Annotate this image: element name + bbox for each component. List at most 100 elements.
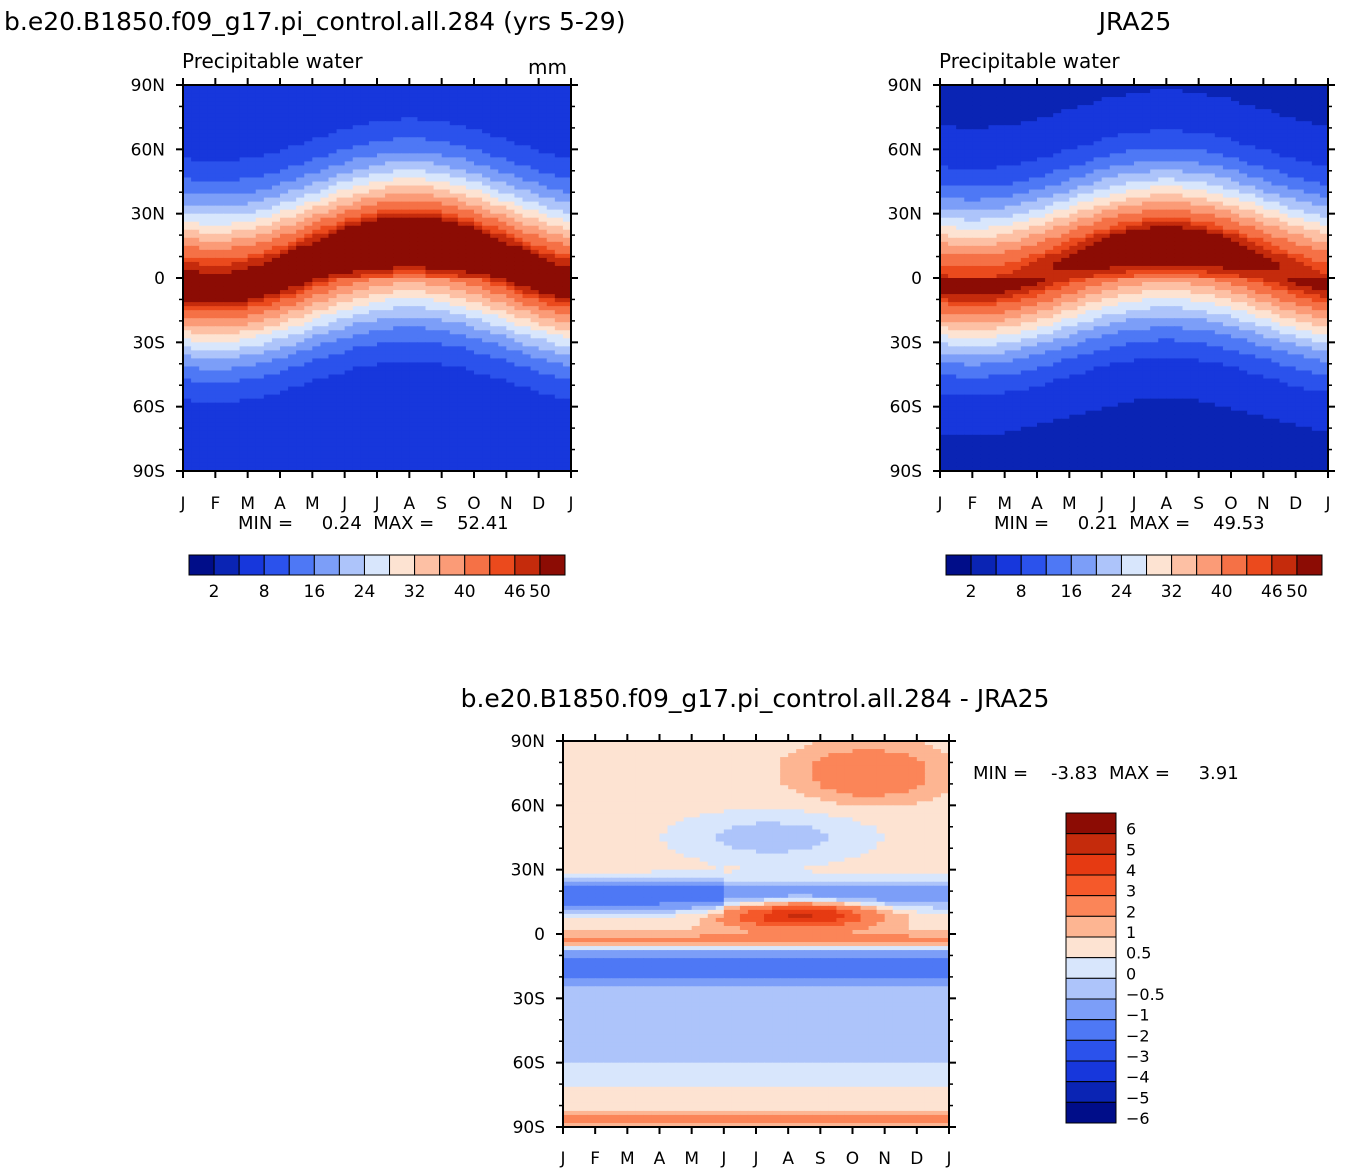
field-cell bbox=[344, 229, 354, 235]
field-cell bbox=[360, 145, 370, 150]
field-cell bbox=[514, 237, 524, 243]
field-cell bbox=[498, 113, 507, 118]
field-cell bbox=[1303, 93, 1313, 98]
field-cell bbox=[199, 318, 208, 323]
field-cell bbox=[401, 462, 410, 468]
field-cell bbox=[490, 137, 499, 142]
field-cell bbox=[215, 342, 225, 347]
field-cell bbox=[449, 125, 459, 130]
field-cell bbox=[215, 161, 225, 167]
field-cell bbox=[490, 121, 499, 126]
field-cell bbox=[255, 286, 265, 291]
field-cell bbox=[263, 374, 273, 380]
field-cell bbox=[368, 390, 378, 396]
field-cell bbox=[344, 466, 354, 472]
field-cell bbox=[223, 286, 233, 291]
field-cell bbox=[522, 462, 532, 468]
field-cell bbox=[280, 378, 289, 384]
field-cell bbox=[247, 438, 257, 444]
field-cell bbox=[288, 430, 297, 436]
field-cell bbox=[312, 314, 322, 319]
field-cell bbox=[498, 173, 507, 179]
field-cell bbox=[538, 257, 548, 263]
field-cell bbox=[207, 93, 216, 98]
field-cell bbox=[1239, 101, 1248, 106]
field-cell bbox=[538, 354, 548, 360]
field-cell bbox=[304, 269, 313, 275]
field-cell bbox=[425, 346, 435, 351]
field-cell bbox=[215, 257, 225, 263]
field-cell bbox=[530, 378, 540, 384]
field-cell bbox=[554, 201, 564, 207]
field-cell bbox=[352, 237, 362, 243]
field-cell bbox=[482, 314, 491, 319]
field-cell bbox=[215, 354, 225, 360]
field-cell bbox=[482, 402, 491, 408]
field-cell bbox=[328, 209, 338, 215]
field-cell bbox=[490, 290, 499, 295]
field-cell bbox=[449, 185, 459, 191]
field-cell bbox=[465, 438, 475, 444]
field-cell bbox=[312, 462, 322, 468]
field-cell bbox=[191, 117, 200, 122]
field-cell bbox=[538, 109, 548, 114]
field-cell bbox=[562, 217, 572, 223]
field-cell bbox=[514, 161, 524, 167]
field-cell bbox=[239, 342, 249, 347]
field-cell bbox=[514, 458, 524, 464]
field-cell bbox=[498, 414, 507, 420]
field-cell bbox=[1222, 101, 1232, 106]
field-cell bbox=[1093, 105, 1103, 110]
colorbar-swatch bbox=[263, 554, 290, 576]
field-cell bbox=[562, 438, 572, 444]
field-cell bbox=[247, 430, 257, 436]
field-cell bbox=[441, 330, 451, 335]
field-cell bbox=[498, 221, 507, 227]
field-cell bbox=[247, 402, 257, 408]
field-cell bbox=[425, 446, 435, 452]
field-cell bbox=[296, 117, 305, 122]
field-cell bbox=[425, 193, 435, 199]
field-cell bbox=[271, 177, 281, 183]
field-cell bbox=[482, 153, 491, 158]
field-cell bbox=[490, 354, 499, 360]
field-cell bbox=[360, 338, 370, 343]
field-cell bbox=[474, 229, 483, 235]
field-cell bbox=[280, 362, 289, 368]
field-cell bbox=[385, 434, 394, 440]
field-cell bbox=[231, 422, 241, 428]
field-cell bbox=[263, 129, 273, 134]
field-cell bbox=[304, 145, 313, 150]
field-cell bbox=[498, 165, 507, 171]
field-cell bbox=[482, 414, 491, 420]
field-cell bbox=[514, 446, 524, 452]
field-cell bbox=[1004, 85, 1014, 90]
field-cell bbox=[393, 217, 402, 223]
field-cell bbox=[377, 430, 386, 436]
field-cell bbox=[393, 169, 402, 175]
field-cell bbox=[215, 93, 225, 98]
field-cell bbox=[199, 213, 208, 219]
field-cell bbox=[474, 197, 483, 203]
field-cell bbox=[490, 318, 499, 323]
field-cell bbox=[522, 133, 532, 138]
field-cell bbox=[304, 249, 313, 255]
field-cell bbox=[320, 177, 330, 183]
field-cell bbox=[988, 97, 998, 102]
field-cell bbox=[288, 282, 297, 287]
field-cell bbox=[482, 225, 491, 231]
field-cell bbox=[1077, 93, 1087, 98]
field-cell bbox=[562, 205, 572, 211]
field-cell bbox=[280, 153, 289, 158]
field-cell bbox=[433, 245, 443, 251]
field-cell bbox=[271, 450, 281, 456]
field-cell bbox=[1190, 97, 1200, 102]
field-cell bbox=[425, 418, 435, 424]
field-cell bbox=[441, 189, 451, 195]
field-cell bbox=[457, 438, 467, 444]
field-cell bbox=[360, 346, 370, 351]
field-cell bbox=[263, 298, 273, 303]
field-cell bbox=[280, 257, 289, 263]
field-cell bbox=[352, 322, 362, 327]
field-cell bbox=[296, 342, 305, 347]
